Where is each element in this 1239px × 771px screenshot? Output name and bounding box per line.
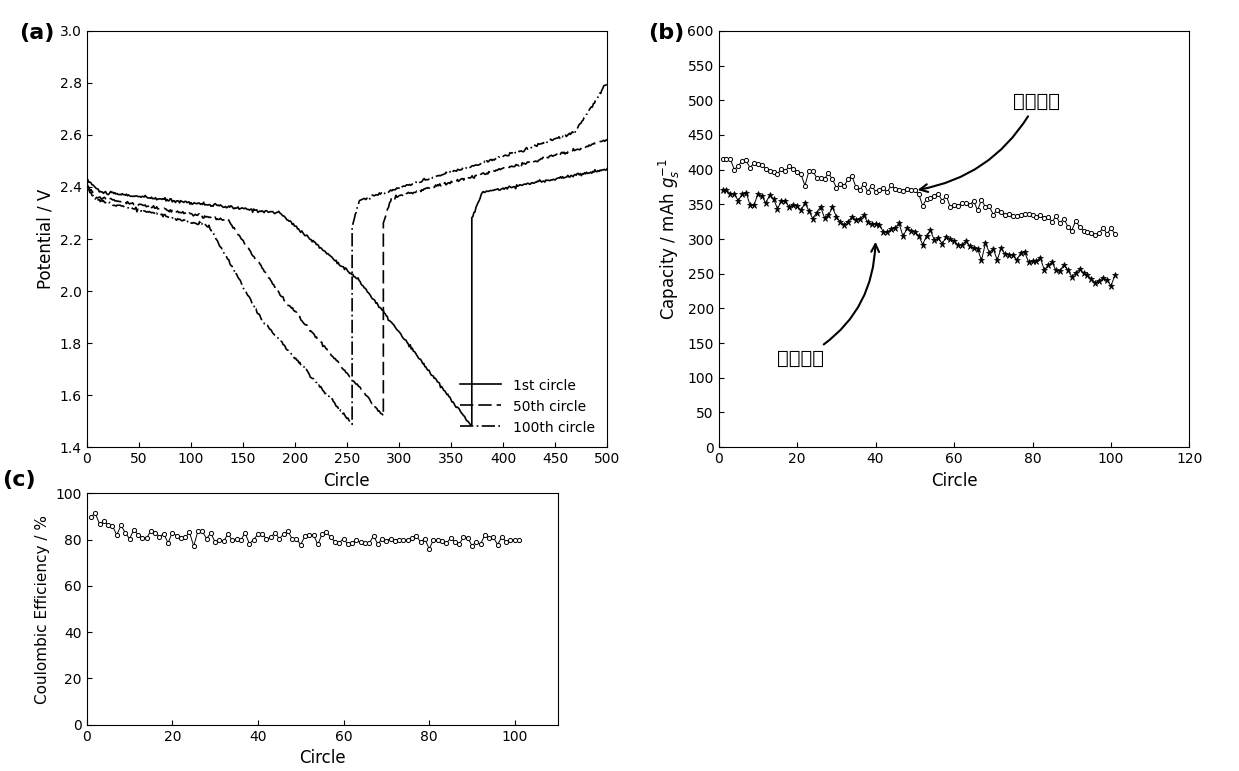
1st circle (82, 178, 97, 187)
100th circle (626, 39, 641, 49)
100th circle (196, 219, 211, 228)
Legend: 1st circle, 50th circle, 100th circle: 1st circle, 50th circle, 100th circle (455, 373, 600, 440)
1st circle (191, 198, 206, 207)
50th circle (79, 178, 94, 187)
Text: (a): (a) (19, 22, 55, 42)
Line: 100th circle: 100th circle (87, 44, 633, 424)
100th circle (278, 342, 292, 352)
1st circle (223, 201, 238, 210)
50th circle (533, 155, 548, 164)
50th circle (133, 200, 147, 209)
50th circle (601, 135, 616, 144)
100th circle (204, 226, 219, 235)
X-axis label: Circle: Circle (299, 749, 346, 767)
1st circle (192, 198, 207, 207)
Text: (b): (b) (648, 22, 684, 42)
100th circle (263, 325, 278, 334)
50th circle (694, 35, 709, 44)
X-axis label: Circle: Circle (323, 472, 370, 490)
1st circle (463, 420, 478, 429)
50th circle (375, 412, 390, 421)
1st circle (311, 241, 326, 250)
Text: 充电容量: 充电容量 (919, 93, 1059, 192)
100th circle (234, 279, 249, 288)
Line: 1st circle: 1st circle (87, 32, 877, 425)
Y-axis label: Capacity / mAh $g_s^{-1}$: Capacity / mAh $g_s^{-1}$ (657, 158, 681, 320)
Y-axis label: Potential / V: Potential / V (36, 189, 55, 289)
X-axis label: Circle: Circle (930, 472, 978, 490)
50th circle (507, 162, 522, 171)
100th circle (79, 182, 94, 191)
50th circle (655, 89, 670, 99)
Line: 50th circle: 50th circle (87, 39, 701, 416)
100th circle (344, 419, 359, 429)
Text: (c): (c) (2, 470, 36, 490)
Text: 放电容量: 放电容量 (778, 244, 878, 368)
1st circle (440, 389, 455, 399)
1st circle (79, 173, 94, 183)
100th circle (587, 99, 602, 108)
1st circle (870, 27, 885, 36)
Y-axis label: Coulombic Efficiency / %: Coulombic Efficiency / % (35, 514, 50, 704)
50th circle (107, 195, 121, 204)
